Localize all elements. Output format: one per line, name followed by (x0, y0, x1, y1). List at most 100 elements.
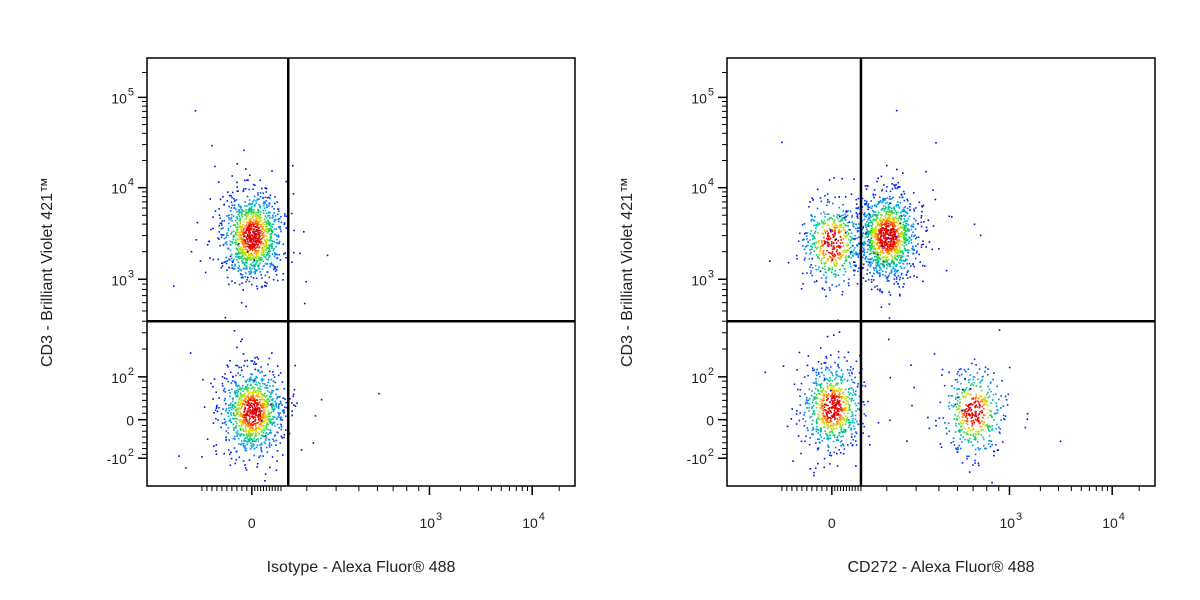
event-dot (850, 257, 852, 259)
event-dot (240, 415, 242, 417)
event-dot (840, 226, 842, 229)
event-dot (841, 293, 844, 296)
event-dot (245, 424, 248, 426)
event-dot (880, 175, 883, 178)
event-dot (880, 222, 883, 224)
event-dot (845, 402, 848, 405)
event-dot (305, 280, 307, 283)
event-dot (238, 245, 241, 247)
event-dot (875, 229, 878, 232)
event-dot (824, 216, 826, 218)
event-dot (250, 217, 253, 220)
event-dot (269, 222, 271, 224)
event-dot (236, 385, 239, 388)
event-dot (271, 399, 274, 402)
event-dot (254, 249, 256, 252)
event-dot (238, 209, 241, 211)
event-dot (895, 109, 898, 112)
event-dot (234, 265, 236, 267)
event-dot (833, 219, 836, 221)
event-dot (244, 467, 247, 469)
event-dot (243, 149, 245, 152)
event-dot (867, 235, 869, 238)
event-dot (921, 205, 923, 207)
event-dot (891, 260, 893, 263)
event-dot (245, 420, 248, 422)
event-dot (244, 201, 246, 203)
event-dot (837, 375, 839, 377)
event-dot (991, 429, 993, 431)
event-dot (861, 235, 864, 237)
event-dot (827, 411, 829, 414)
event-dot (896, 241, 898, 243)
event-dot (252, 223, 254, 225)
event-dot (959, 402, 961, 404)
event-dot (254, 400, 257, 402)
event-dot (851, 221, 853, 224)
event-dot (239, 231, 242, 234)
event-dot (255, 408, 257, 410)
event-dot (840, 410, 843, 412)
event-dot (916, 250, 918, 252)
event-dot (266, 390, 269, 392)
event-dot (821, 391, 823, 393)
event-dot (238, 255, 240, 258)
event-dot (278, 210, 280, 213)
event-dot (235, 256, 237, 258)
event-dot (237, 410, 239, 412)
event-dot (872, 213, 875, 216)
event-dot (831, 432, 834, 434)
event-dot (893, 273, 896, 276)
event-dot (881, 189, 883, 192)
event-dot (896, 255, 898, 257)
event-dot (245, 416, 247, 419)
event-dot (850, 415, 853, 418)
event-dot (271, 408, 274, 411)
event-dot (866, 228, 868, 230)
event-dot (865, 202, 868, 204)
event-dot (260, 223, 262, 226)
event-dot (255, 409, 258, 411)
event-dot (951, 395, 954, 397)
event-dot (263, 264, 266, 267)
event-dot (280, 419, 282, 421)
event-dot (838, 416, 841, 419)
event-dot (849, 422, 851, 424)
event-dot (892, 225, 895, 228)
event-dot (837, 414, 840, 416)
event-dot (855, 432, 858, 435)
event-dot (227, 248, 230, 250)
event-dot (845, 224, 848, 227)
event-dot (240, 422, 243, 425)
event-dot (880, 251, 883, 254)
event-dot (873, 218, 875, 221)
event-dot (804, 402, 807, 405)
event-dot (900, 232, 903, 234)
event-dot (257, 427, 259, 430)
event-dot (897, 224, 900, 226)
event-dot (236, 403, 239, 406)
event-dot (839, 246, 842, 248)
event-dot (268, 196, 270, 199)
event-dot (908, 230, 910, 232)
event-dot (257, 358, 260, 360)
event-dot (246, 441, 249, 443)
event-dot (229, 210, 232, 212)
event-dot (879, 227, 882, 230)
event-dot (812, 238, 814, 240)
event-dot (275, 439, 278, 442)
event-dot (232, 407, 235, 410)
event-dot (257, 416, 260, 418)
event-dot (840, 428, 843, 431)
event-dot (803, 238, 805, 241)
event-dot (231, 403, 234, 406)
event-dot (212, 258, 215, 261)
event-dot (846, 416, 849, 419)
event-dot (823, 426, 825, 429)
event-dot (213, 445, 215, 447)
event-dot (840, 407, 843, 409)
event-dot (267, 412, 270, 415)
event-dot (252, 379, 254, 381)
event-dot (265, 244, 268, 247)
event-dot (291, 410, 293, 412)
